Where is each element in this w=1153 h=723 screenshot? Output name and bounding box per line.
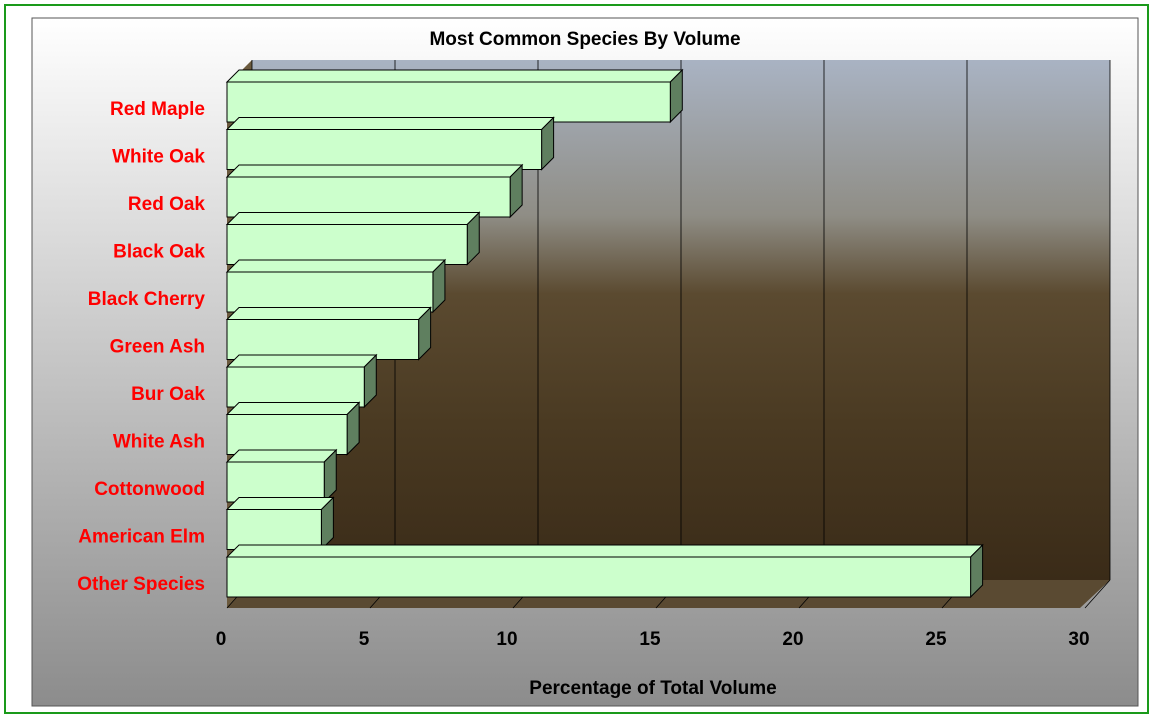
bar-top [227, 403, 359, 415]
bar [227, 82, 670, 122]
bar [227, 557, 971, 597]
bar [227, 225, 467, 265]
bar-top [227, 355, 376, 367]
y-tick-label: Red Oak [128, 194, 206, 215]
bar [227, 272, 433, 312]
bar [227, 367, 364, 407]
y-tick-label: American Elm [78, 527, 205, 548]
bar [227, 177, 510, 217]
x-tick-label: 15 [639, 629, 661, 650]
y-tick-label: Black Cherry [88, 289, 206, 310]
y-tick-label: Green Ash [110, 337, 205, 358]
chart-title: Most Common Species By Volume [429, 29, 740, 50]
bar-top [227, 545, 983, 557]
bar-top [227, 70, 682, 82]
bar-top [227, 450, 336, 462]
bar [227, 130, 542, 170]
bar [227, 415, 347, 455]
bar [227, 462, 324, 502]
y-tick-label: Cottonwood [94, 479, 205, 500]
x-tick-label: 30 [1068, 629, 1089, 650]
y-tick-label: White Oak [112, 147, 205, 168]
bar-top [227, 118, 554, 130]
x-tick-label: 25 [925, 629, 947, 650]
y-tick-label: Bur Oak [131, 384, 205, 405]
x-tick-label: 5 [359, 629, 370, 650]
x-axis-label: Percentage of Total Volume [529, 678, 776, 699]
x-tick-label: 20 [782, 629, 803, 650]
x-tick-label: 0 [216, 629, 227, 650]
bar-top [227, 260, 445, 272]
bar-top [227, 498, 333, 510]
y-tick-label: Other Species [77, 574, 205, 595]
bar [227, 320, 419, 360]
y-tick-label: White Ash [113, 432, 205, 453]
y-tick-label: Black Oak [113, 242, 205, 263]
bar-top [227, 165, 522, 177]
x-tick-label: 10 [496, 629, 517, 650]
bar [227, 510, 321, 550]
bar-top [227, 308, 431, 320]
y-tick-label: Red Maple [110, 99, 205, 120]
bar-top [227, 213, 479, 225]
chart: Most Common Species By Volume Percentage… [0, 0, 1153, 718]
